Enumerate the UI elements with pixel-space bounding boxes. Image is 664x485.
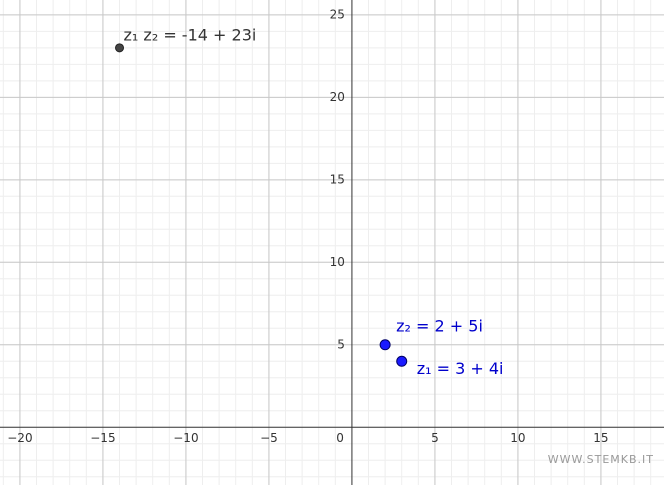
- x-tick-label: 10: [510, 431, 525, 445]
- x-tick-label: −20: [7, 431, 32, 445]
- point: [379, 339, 391, 351]
- x-tick-label: −15: [90, 431, 115, 445]
- y-tick-label: 5: [337, 337, 345, 351]
- y-tick-label: 25: [330, 7, 345, 21]
- point: [115, 43, 125, 53]
- y-tick-label: 20: [330, 90, 345, 104]
- x-tick-label: −5: [260, 431, 278, 445]
- x-tick-label: 0: [336, 431, 344, 445]
- x-tick-label: −10: [173, 431, 198, 445]
- y-tick-label: 15: [330, 172, 345, 186]
- marks: z₁ z₂ = -14 + 23i z₂ = 2 + 5i z₁ = 3 + 4i: [115, 25, 504, 378]
- point-label: z₁ = 3 + 4i: [417, 359, 504, 378]
- watermark: WWW.STEMKB.IT: [548, 453, 654, 466]
- x-tick-label: 15: [593, 431, 608, 445]
- point-label: z₂ = 2 + 5i: [396, 316, 483, 335]
- point-label: z₁ z₂ = -14 + 23i: [124, 25, 257, 44]
- x-tick-label: 5: [431, 431, 439, 445]
- y-tick-label: 10: [330, 255, 345, 269]
- point: [396, 355, 408, 367]
